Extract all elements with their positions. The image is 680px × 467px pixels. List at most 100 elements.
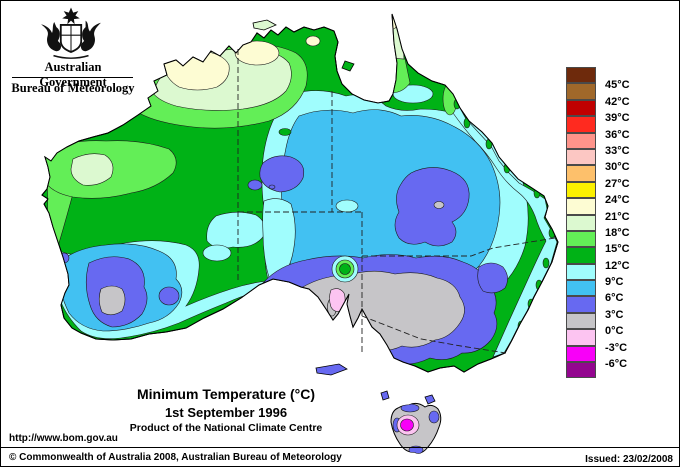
legend-label: 3°C (605, 308, 624, 321)
header-divider (12, 77, 133, 78)
legend-band: 0°C (566, 312, 676, 337)
legend-swatch (566, 67, 596, 84)
region-violet-nt (259, 155, 305, 193)
region-gray-southwest (98, 285, 126, 316)
legend-swatch (566, 165, 596, 182)
region-lightgreen-capeyork (374, 56, 411, 93)
legend-label: 0°C (605, 325, 624, 338)
coat-of-arms (41, 7, 101, 59)
region-yellow-darwin (236, 33, 244, 47)
legend-band: 30°C (566, 148, 676, 173)
crest-kangaroo-icon (41, 22, 62, 52)
region-cyan-east-coast-strip (451, 100, 558, 358)
legend-band: 21°C (566, 198, 676, 223)
legend-label: -3°C (605, 341, 628, 354)
legend-band: 9°C (566, 263, 676, 288)
region-pink-murray (356, 340, 370, 356)
melville-island (252, 19, 277, 31)
state-border-nsw-vic (361, 315, 507, 354)
legend-swatch (566, 230, 596, 248)
region-bullseye-core (339, 263, 351, 275)
legend-label: 18°C (605, 226, 630, 239)
legend-band: 15°C (566, 230, 676, 255)
crest-emu-icon (80, 20, 101, 52)
crest-shield-cross (60, 24, 82, 52)
legend-band: 39°C (566, 99, 676, 124)
legend-label: 45°C (605, 79, 630, 92)
legend-label: -6°C (605, 358, 628, 371)
legend-swatch (566, 132, 596, 149)
government-title: Australian Government (39, 60, 107, 89)
region-cyan-centre-island (335, 199, 359, 213)
legend-swatch (566, 247, 596, 264)
legend-swatch (566, 345, 596, 363)
crest-scroll (53, 54, 89, 59)
legend-label: 42°C (605, 95, 630, 108)
map-title-block: Minimum Temperature (°C) 1st September 1… (97, 386, 355, 434)
kangaroo-island (315, 363, 348, 376)
bom-url: http://www.bom.gov.au (9, 433, 118, 444)
region-palegreen-pilbara (70, 153, 114, 186)
legend-label: 36°C (605, 128, 630, 141)
map-date: 1st September 1996 (164, 405, 288, 420)
region-violet-nt-small (247, 179, 263, 191)
legend-swatch (566, 312, 596, 330)
legend-swatch (566, 116, 596, 133)
legend-band: 33°C (566, 132, 676, 157)
region-green-dot-north (278, 128, 292, 136)
legend-band: 3°C (566, 296, 676, 321)
offshore-islands (252, 19, 436, 405)
legend-swatch (566, 198, 596, 215)
legend-swatch (566, 148, 596, 166)
state-border-qld-nsw (362, 237, 556, 257)
region-violet-qld-central (394, 167, 470, 247)
legend-band: 18°C (566, 214, 676, 239)
legend-band: -6°C (566, 345, 676, 370)
legend-swatch (566, 83, 596, 100)
legend-label: 6°C (605, 292, 624, 305)
footer-divider (1, 447, 679, 448)
region-lightgreen-gove (335, 30, 355, 44)
legend-band: 45°C (566, 67, 676, 91)
region-violet-tas-south (408, 445, 424, 454)
region-cream-topend (234, 40, 280, 66)
region-violet-sw-dot (158, 286, 180, 306)
crest-star-icon (62, 7, 80, 25)
legend-label: 9°C (605, 276, 624, 289)
legend-band: 27°C (566, 165, 676, 190)
region-pink-flinders (329, 288, 346, 312)
state-borders (237, 49, 556, 354)
region-gray-qld-dot (433, 201, 445, 209)
legend-label: 12°C (605, 259, 630, 272)
legend-band: 24°C (566, 181, 676, 206)
bureau-title: Bureau of Meteorology (11, 81, 135, 95)
temperature-legend: 45°C 42°C 39°C 36°C 33°C 30°C 27°C 24°C … (566, 67, 676, 379)
legend-label: 30°C (605, 161, 630, 174)
region-cyan-wa-patch (206, 211, 266, 249)
legend-label: 24°C (605, 194, 630, 207)
legend-band: -3°C (566, 329, 676, 354)
mainland-coastline-overlay (41, 13, 559, 373)
issued-date: Issued: 23/02/2008 (585, 454, 673, 465)
region-violet-nsw-east (477, 262, 508, 294)
flinders-island (424, 394, 436, 405)
legend-label: 39°C (605, 112, 630, 125)
legend-swatch (566, 263, 596, 281)
map-product: Product of the National Climate Centre (129, 422, 323, 434)
king-island (380, 390, 390, 401)
legend-swatch (566, 214, 596, 231)
legend-swatch (566, 362, 596, 379)
legend-label: 27°C (605, 177, 630, 190)
legend-label: 21°C (605, 210, 630, 223)
legend-swatch (566, 329, 596, 346)
region-cream-gulf (305, 35, 321, 47)
legend-swatch (566, 181, 596, 199)
legend-label: 33°C (605, 144, 630, 157)
map-title: Minimum Temperature (°C) (136, 386, 316, 402)
region-palegreen-capeyork (378, 14, 405, 60)
legend-swatch (566, 280, 596, 297)
region-violet-nt-dot (268, 184, 276, 190)
groote-island (341, 60, 355, 72)
region-cyan-wa-patch-small (202, 244, 232, 262)
